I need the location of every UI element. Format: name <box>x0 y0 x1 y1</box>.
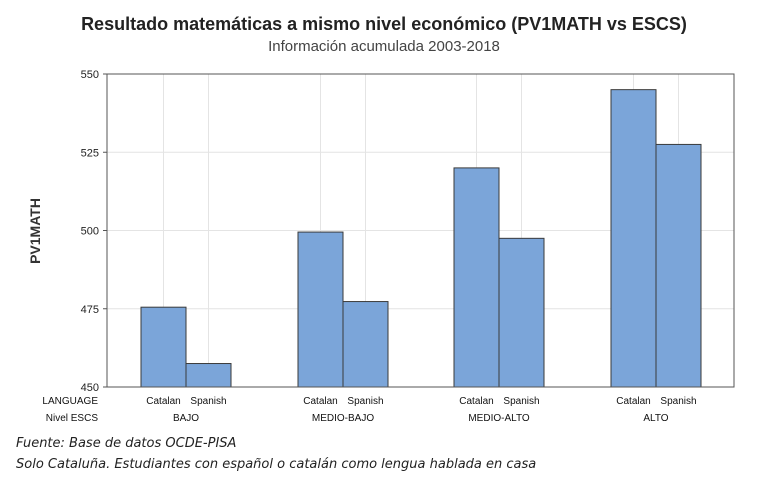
chart-title: Resultado matemáticas a mismo nivel econ… <box>81 14 687 34</box>
x-axis-labels: Catalan Spanish BAJO Catalan Spanish MEDIO-BA… <box>146 396 696 424</box>
bar-alto-spanish <box>655 143 702 388</box>
x-subcategory-label: Spanish <box>660 396 696 407</box>
x-subcategory-label: Catalan <box>303 396 337 407</box>
bar-medio-alto-spanish <box>498 237 545 388</box>
row-label-language: LANGUAGE <box>42 396 98 407</box>
footer-source: Fuente: Base de datos OCDE-PISA <box>16 436 237 451</box>
row-label-nivel-escs: Nivel ESCS <box>46 413 99 424</box>
x-subcategory-label: Catalan <box>616 396 650 407</box>
bar-medio-bajo-spanish <box>342 301 389 388</box>
y-tick-label: 525 <box>81 147 99 159</box>
bar-bajo-spanish <box>185 363 232 388</box>
bar-alto-catalan <box>610 89 657 388</box>
x-subcategory-label: Spanish <box>503 396 539 407</box>
y-tick-label: 475 <box>81 304 99 316</box>
x-group-label: ALTO <box>643 413 668 424</box>
y-tick-label: 500 <box>81 226 99 238</box>
y-tick-label: 550 <box>81 69 99 81</box>
x-group-label: MEDIO-BAJO <box>312 413 374 424</box>
x-subcategory-label: Spanish <box>347 396 383 407</box>
bar-medio-bajo-catalan <box>297 231 344 388</box>
y-tick-label: 450 <box>81 382 99 394</box>
bars <box>140 89 702 388</box>
bar-bajo-catalan <box>140 306 187 388</box>
x-group-label: MEDIO-ALTO <box>468 413 530 424</box>
y-axis-label: PV1MATH <box>27 198 43 264</box>
footer-note: Solo Cataluña. Estudiantes con español o… <box>16 457 537 472</box>
x-subcategory-label: Catalan <box>146 396 180 407</box>
chart-subtitle: Información acumulada 2003-2018 <box>268 38 500 55</box>
x-group-label: BAJO <box>173 413 199 424</box>
bar-medio-alto-catalan <box>453 167 500 388</box>
x-subcategory-label: Spanish <box>190 396 226 407</box>
x-subcategory-label: Catalan <box>459 396 493 407</box>
y-ticks: 450 475 500 525 550 <box>81 69 107 394</box>
